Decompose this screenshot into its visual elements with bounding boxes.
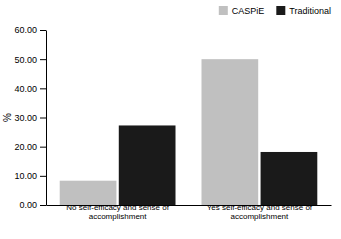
tick: 60.00 <box>14 25 46 35</box>
tick-mark <box>40 59 46 60</box>
tick-label: 50.00 <box>14 55 37 65</box>
axis-line <box>46 31 47 206</box>
tick: 0.00 <box>19 200 46 210</box>
plot: 0.00 10.00 20.00 30.00 40.00 50.00 60.00 No sel… <box>2 25 332 221</box>
y-axis: 0.00 10.00 20.00 30.00 40.00 50.00 60.00 <box>14 25 46 210</box>
legend-item: Traditional <box>276 6 331 16</box>
tick-label: 40.00 <box>14 84 37 94</box>
legend-swatch <box>219 6 228 15</box>
tick: 50.00 <box>14 55 46 65</box>
tick-mark <box>40 176 46 177</box>
tick-mark <box>40 118 46 119</box>
bar-series <box>60 59 259 205</box>
chart-svg: 0.00 10.00 20.00 30.00 40.00 50.00 60.00 No sel… <box>0 0 341 239</box>
tick-label-line: accomplishment <box>230 212 289 221</box>
tick: 40.00 <box>14 84 46 94</box>
bar <box>261 152 318 205</box>
legend-item: CASPiE <box>219 6 265 16</box>
y-axis-title: % <box>2 113 13 122</box>
tick: 30.00 <box>14 113 46 123</box>
tick-mark <box>40 147 46 148</box>
tick-label-line: Yes self-efficacy and sense of <box>207 203 313 212</box>
legend-swatch <box>276 6 285 15</box>
bar <box>201 59 258 205</box>
bar <box>60 181 117 205</box>
tick-label: 0.00 <box>19 200 37 210</box>
chart-container: 0.00 10.00 20.00 30.00 40.00 50.00 60.00 No sel… <box>0 0 341 239</box>
bar-series <box>119 125 318 205</box>
tick: No self-efficacy and sense ofaccomplishm… <box>66 203 169 221</box>
bar <box>119 125 176 205</box>
legend-label: CASPiE <box>232 6 265 16</box>
legend-label: Traditional <box>289 6 331 16</box>
tick-mark <box>40 88 46 89</box>
tick-mark <box>40 205 46 206</box>
bars <box>60 59 318 205</box>
tick: 10.00 <box>14 171 46 181</box>
tick-label-line: accomplishment <box>89 212 148 221</box>
tick-label: 20.00 <box>14 142 37 152</box>
tick-label: Yes self-efficacy and sense ofaccomplish… <box>207 203 313 221</box>
tick-mark <box>40 30 46 31</box>
tick-label-line: No self-efficacy and sense of <box>66 203 169 212</box>
tick-label: 60.00 <box>14 25 37 35</box>
tick-label: 10.00 <box>14 171 37 181</box>
tick-label: 30.00 <box>14 113 37 123</box>
tick: Yes self-efficacy and sense ofaccomplish… <box>207 203 313 221</box>
x-axis: No self-efficacy and sense ofaccomplishm… <box>47 203 332 221</box>
legend: CASPiE Traditional <box>219 6 331 16</box>
tick-label: No self-efficacy and sense ofaccomplishm… <box>66 203 169 221</box>
tick: 20.00 <box>14 142 46 152</box>
